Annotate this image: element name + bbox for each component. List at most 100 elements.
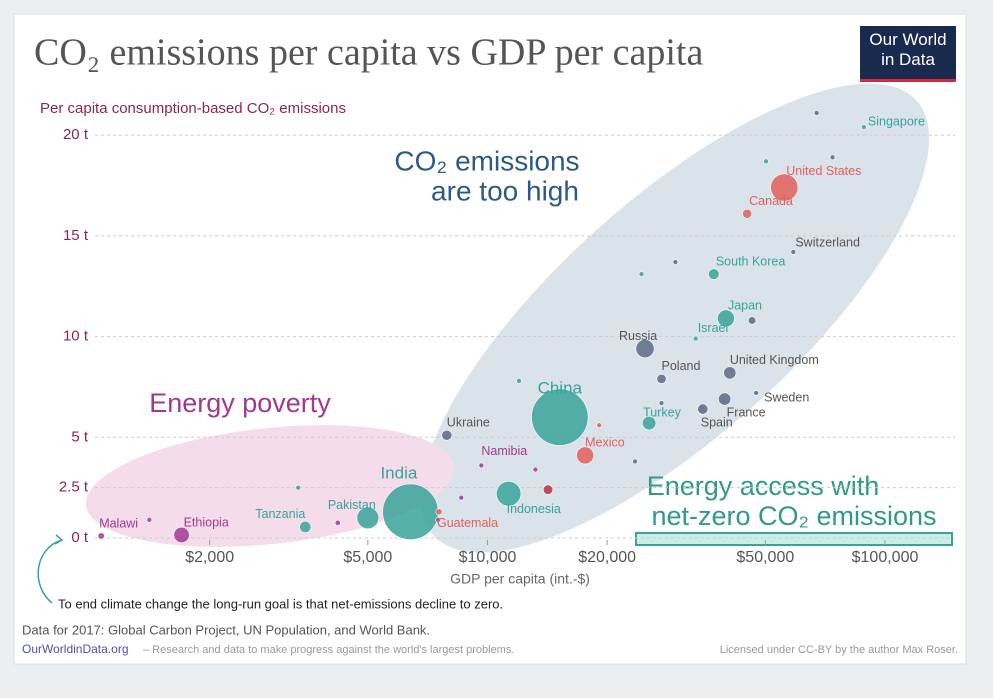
chart-title: CO₂ emissions per capita vs GDP per capi… (34, 32, 703, 74)
point-label: Indonesia (507, 502, 561, 516)
bubble (435, 508, 443, 516)
license: Licensed under CC-BY by the author Max R… (720, 644, 958, 656)
bubble (458, 494, 465, 501)
bubble (542, 484, 554, 495)
bubble (697, 403, 709, 415)
y-tick-label: 2.5 t (59, 479, 89, 496)
bubble (635, 339, 655, 359)
logo (860, 26, 956, 82)
point-label: India (380, 463, 417, 482)
bubble (356, 506, 380, 530)
y-tick-label: 15 t (63, 227, 89, 244)
bubble (742, 208, 753, 219)
point-label: China (538, 379, 583, 398)
bubble (718, 392, 732, 406)
bubble (441, 429, 453, 441)
point-label: South Korea (716, 254, 786, 268)
arrow (37, 539, 63, 604)
point-label: Singapore (868, 114, 925, 128)
bubble (632, 458, 638, 465)
point-label: Turkey (643, 405, 681, 419)
point-label: Tanzania (255, 507, 305, 521)
y-tick-label: 5 t (71, 428, 89, 445)
bubble (656, 373, 667, 384)
bubble (829, 154, 836, 161)
bubble (717, 309, 735, 328)
bubble (532, 466, 539, 473)
point-label: Japan (728, 299, 762, 313)
y-tick-label: 20 t (63, 126, 89, 143)
y-tick-label: 0 t (71, 529, 89, 546)
point-label: Mexico (585, 436, 625, 450)
arrow-head (54, 534, 64, 545)
point-label: Canada (749, 194, 793, 208)
logo-text: Our World in Data (869, 30, 947, 69)
site-note: – Research and data to make progress aga… (143, 644, 514, 656)
bubble (516, 378, 522, 384)
bubble (97, 532, 105, 540)
net-zero-bar (635, 532, 953, 546)
y-tick-label: 10 t (63, 328, 89, 345)
point-label: Namibia (481, 444, 527, 458)
bubble (672, 259, 679, 265)
point-label: Poland (662, 359, 701, 373)
bubble (596, 422, 603, 429)
point-label: Russia (619, 329, 657, 343)
point-label: Sweden (764, 390, 809, 404)
annotation: net-zero CO₂ emissions (651, 501, 936, 531)
bubble (435, 517, 441, 523)
bubble (692, 335, 699, 342)
point-label: United States (786, 164, 861, 178)
point-label: Pakistan (328, 498, 376, 512)
bubble (173, 526, 190, 544)
bubble (763, 158, 769, 165)
bubble (146, 517, 153, 523)
point-label: Malawi (99, 516, 138, 530)
annotation: are too high (431, 175, 579, 206)
bubble (753, 390, 759, 396)
x-tick-label: $10,000 (459, 549, 517, 566)
bubble (790, 249, 797, 255)
annotation: CO₂ emissions (394, 145, 579, 176)
point-label: Ethiopia (184, 515, 229, 529)
annotation: Energy access with (647, 471, 880, 501)
bubble (723, 366, 737, 380)
bubble (334, 519, 341, 526)
x-tick-label: $5,000 (343, 549, 392, 566)
point-label: Ukraine (447, 416, 490, 430)
bubble (495, 481, 522, 507)
y-axis-label: Per capita consumption-based CO₂ emissio… (40, 100, 346, 117)
goal-note: To end climate change the long-run goal … (58, 596, 503, 611)
bubble (531, 388, 589, 446)
logo-bar (860, 79, 956, 82)
bubble (576, 446, 595, 465)
bubble (299, 520, 312, 533)
point-label: Switzerland (795, 235, 860, 249)
bubble (747, 316, 757, 325)
bubble (638, 271, 645, 277)
bubble (295, 484, 301, 491)
annotation: Energy poverty (149, 388, 331, 418)
bubble (478, 462, 485, 469)
x-tick-label: $20,000 (578, 549, 636, 566)
source: Data for 2017: Global Carbon Project, UN… (22, 622, 430, 637)
logo-box: Our World in Data (869, 30, 947, 69)
x-tick-label: $2,000 (185, 549, 234, 566)
point-label: Israel (698, 321, 729, 335)
bubble (382, 483, 439, 540)
bubble (770, 173, 799, 202)
point-label: United Kingdom (730, 353, 819, 367)
bubble (708, 268, 720, 280)
bubble (861, 124, 867, 130)
x-tick-label: $50,000 (736, 549, 794, 566)
x-axis-label: GDP per capita (int.-$) (450, 571, 590, 587)
point-label: France (727, 405, 766, 419)
point-label: Spain (701, 415, 733, 429)
point-label: Guatemala (437, 516, 498, 530)
bubble (813, 110, 820, 116)
site-link[interactable]: OurWorldinData.org (22, 642, 129, 656)
bubble (658, 400, 665, 406)
x-tick-label: $100,000 (852, 549, 919, 566)
